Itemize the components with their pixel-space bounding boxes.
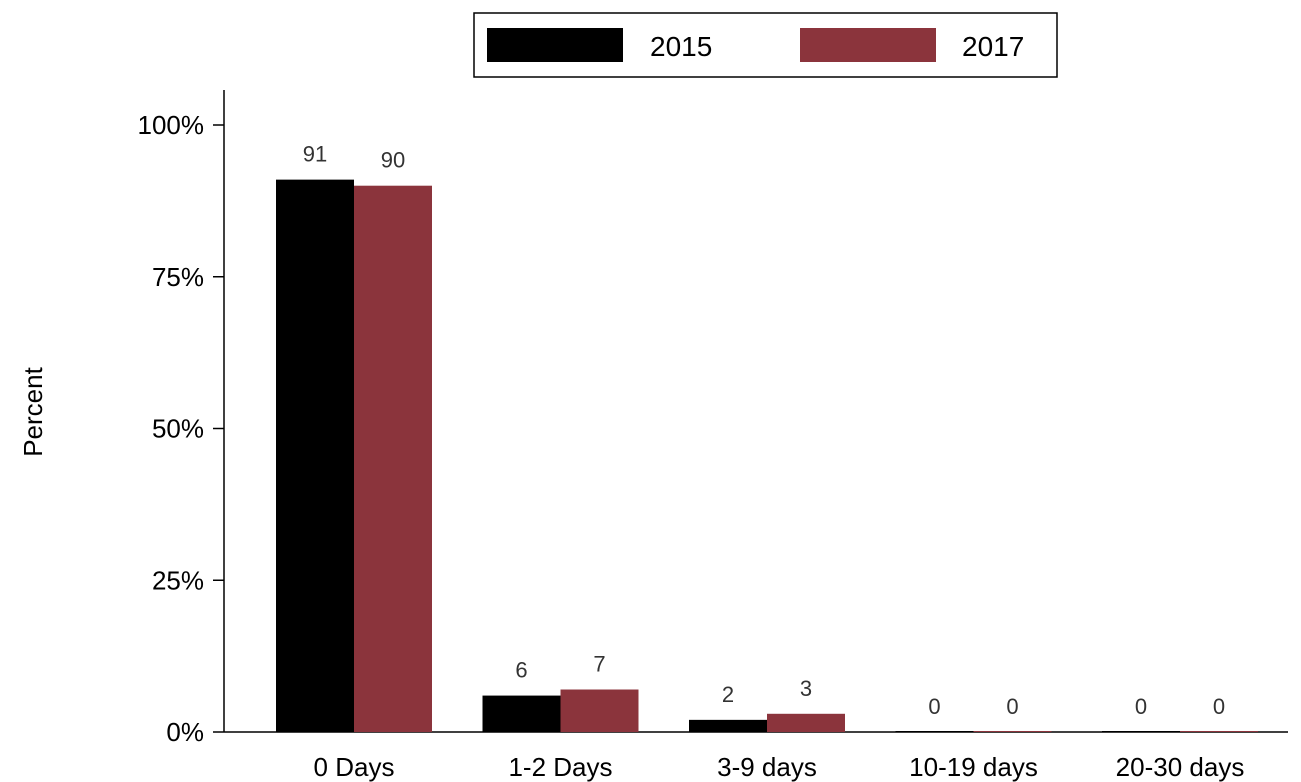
bar-2015-10-19-days	[895, 731, 974, 732]
data-label: 90	[381, 148, 405, 173]
data-label: 0	[928, 694, 940, 719]
x-tick-label: 20-30 days	[1116, 752, 1245, 782]
bar-2017-20-30-days	[1180, 731, 1258, 732]
bar-2017-10-19-days	[973, 731, 1052, 732]
y-tick-label: 25%	[152, 565, 204, 595]
legend-swatch-2017	[800, 28, 936, 62]
data-label: 3	[800, 676, 812, 701]
bar-2015-3-9-days	[689, 719, 767, 732]
legend: 2015 2017	[473, 12, 1058, 78]
x-axis: 0 Days 1-2 Days 3-9 days 10-19 days 20-30 da…	[224, 731, 1288, 782]
y-tick-label: 0%	[166, 717, 204, 747]
x-tick-label: 0 Days	[314, 752, 395, 782]
data-label: 6	[515, 658, 527, 683]
x-tick-label: 1-2 Days	[508, 752, 612, 782]
y-axis: 0% 25% 50% 75% 100%	[138, 90, 225, 747]
bar-2017-0-days	[354, 185, 432, 732]
legend-label-2015: 2015	[650, 31, 712, 62]
y-axis-title: Percent	[18, 366, 48, 456]
data-label: 7	[593, 652, 605, 677]
bar-2015-1-2-days	[482, 695, 561, 732]
data-label: 91	[303, 142, 327, 167]
data-label: 0	[1006, 694, 1018, 719]
data-label: 0	[1135, 694, 1147, 719]
data-label: 2	[722, 682, 734, 707]
y-tick-label: 50%	[152, 414, 204, 444]
bar-2017-3-9-days	[767, 713, 845, 732]
y-tick-label: 75%	[152, 262, 204, 292]
legend-swatch-2015	[487, 28, 623, 62]
x-tick-label: 3-9 days	[717, 752, 817, 782]
y-tick-label: 100%	[138, 110, 205, 140]
data-label: 0	[1213, 694, 1225, 719]
bar-2015-0-days	[276, 179, 354, 732]
bar-2015-20-30-days	[1102, 731, 1180, 732]
bars	[276, 179, 1258, 732]
data-labels: 91 90 6 7 2 3 0 0 0 0	[303, 142, 1225, 719]
bar-2017-1-2-days	[560, 689, 639, 732]
legend-label-2017: 2017	[962, 31, 1024, 62]
x-tick-label: 10-19 days	[909, 752, 1038, 782]
